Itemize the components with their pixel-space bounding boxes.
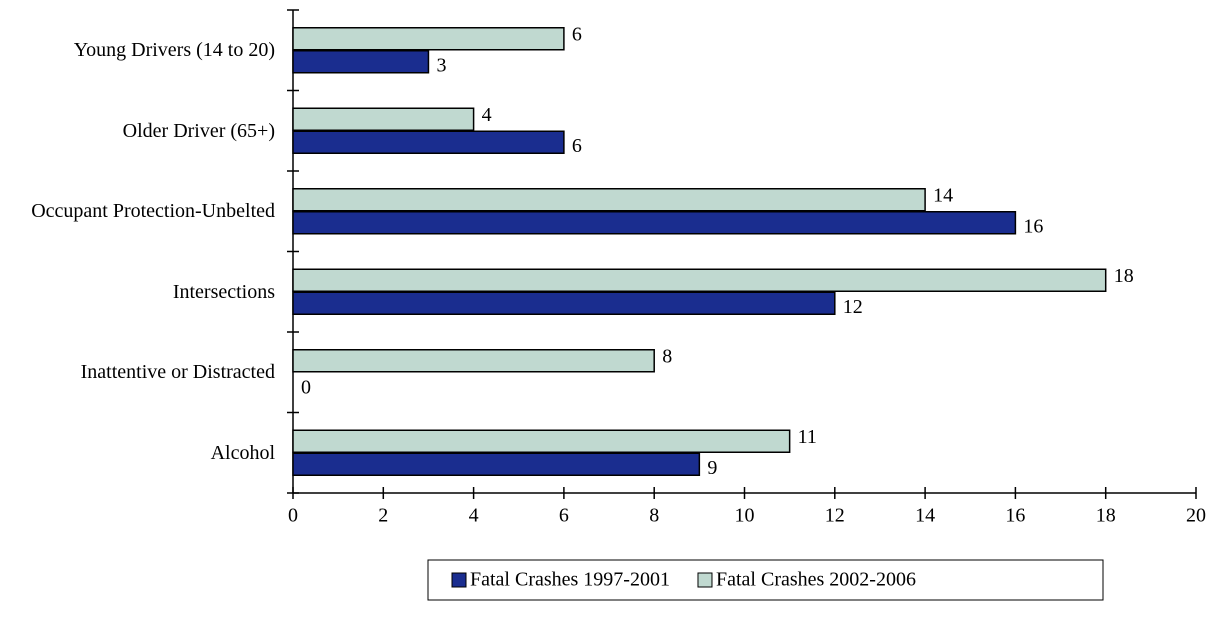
value-label: 8	[662, 345, 672, 367]
legend-box	[427, 559, 1104, 601]
x-tick-label: 10	[735, 505, 755, 527]
category-label: Occupant Protection-Unbelted	[31, 200, 275, 223]
bar	[292, 50, 430, 74]
bar	[292, 268, 1107, 292]
x-tick-label: 0	[288, 505, 298, 527]
legend-label: Fatal Crashes 1997-2001	[470, 569, 670, 591]
category-label: Inattentive or Distracted	[80, 361, 275, 384]
legend-swatch	[451, 572, 467, 588]
x-tick-label: 14	[915, 505, 935, 527]
x-tick-label: 18	[1096, 505, 1116, 527]
value-label: 11	[798, 426, 817, 448]
bar	[292, 291, 836, 315]
category-label: Young Drivers (14 to 20)	[73, 39, 275, 62]
bar	[292, 349, 655, 373]
bar	[292, 452, 701, 476]
bar	[292, 107, 475, 131]
value-label: 14	[933, 184, 953, 206]
legend-label: Fatal Crashes 2002-2006	[716, 569, 916, 591]
legend-swatch	[697, 572, 713, 588]
x-tick-label: 20	[1186, 505, 1206, 527]
x-tick-label: 8	[649, 505, 659, 527]
value-label: 12	[843, 296, 863, 318]
bar	[292, 429, 791, 453]
category-label: Alcohol	[210, 441, 275, 464]
value-label: 6	[572, 23, 582, 45]
bar	[292, 188, 926, 212]
value-label: 6	[572, 135, 582, 157]
category-label: Intersections	[172, 280, 275, 303]
value-label: 3	[436, 54, 446, 76]
value-label: 4	[482, 104, 492, 126]
bar	[292, 211, 1017, 235]
value-label: 16	[1023, 215, 1043, 237]
x-tick-label: 4	[469, 505, 479, 527]
bar	[292, 27, 565, 51]
value-label: 18	[1114, 265, 1134, 287]
x-tick-label: 2	[378, 505, 388, 527]
bar	[292, 130, 565, 154]
x-tick-label: 16	[1005, 505, 1025, 527]
value-label: 9	[707, 457, 717, 479]
value-label: 0	[301, 376, 311, 398]
x-tick-label: 6	[559, 505, 569, 527]
x-tick-label: 12	[825, 505, 845, 527]
category-label: Older Driver (65+)	[122, 119, 275, 142]
